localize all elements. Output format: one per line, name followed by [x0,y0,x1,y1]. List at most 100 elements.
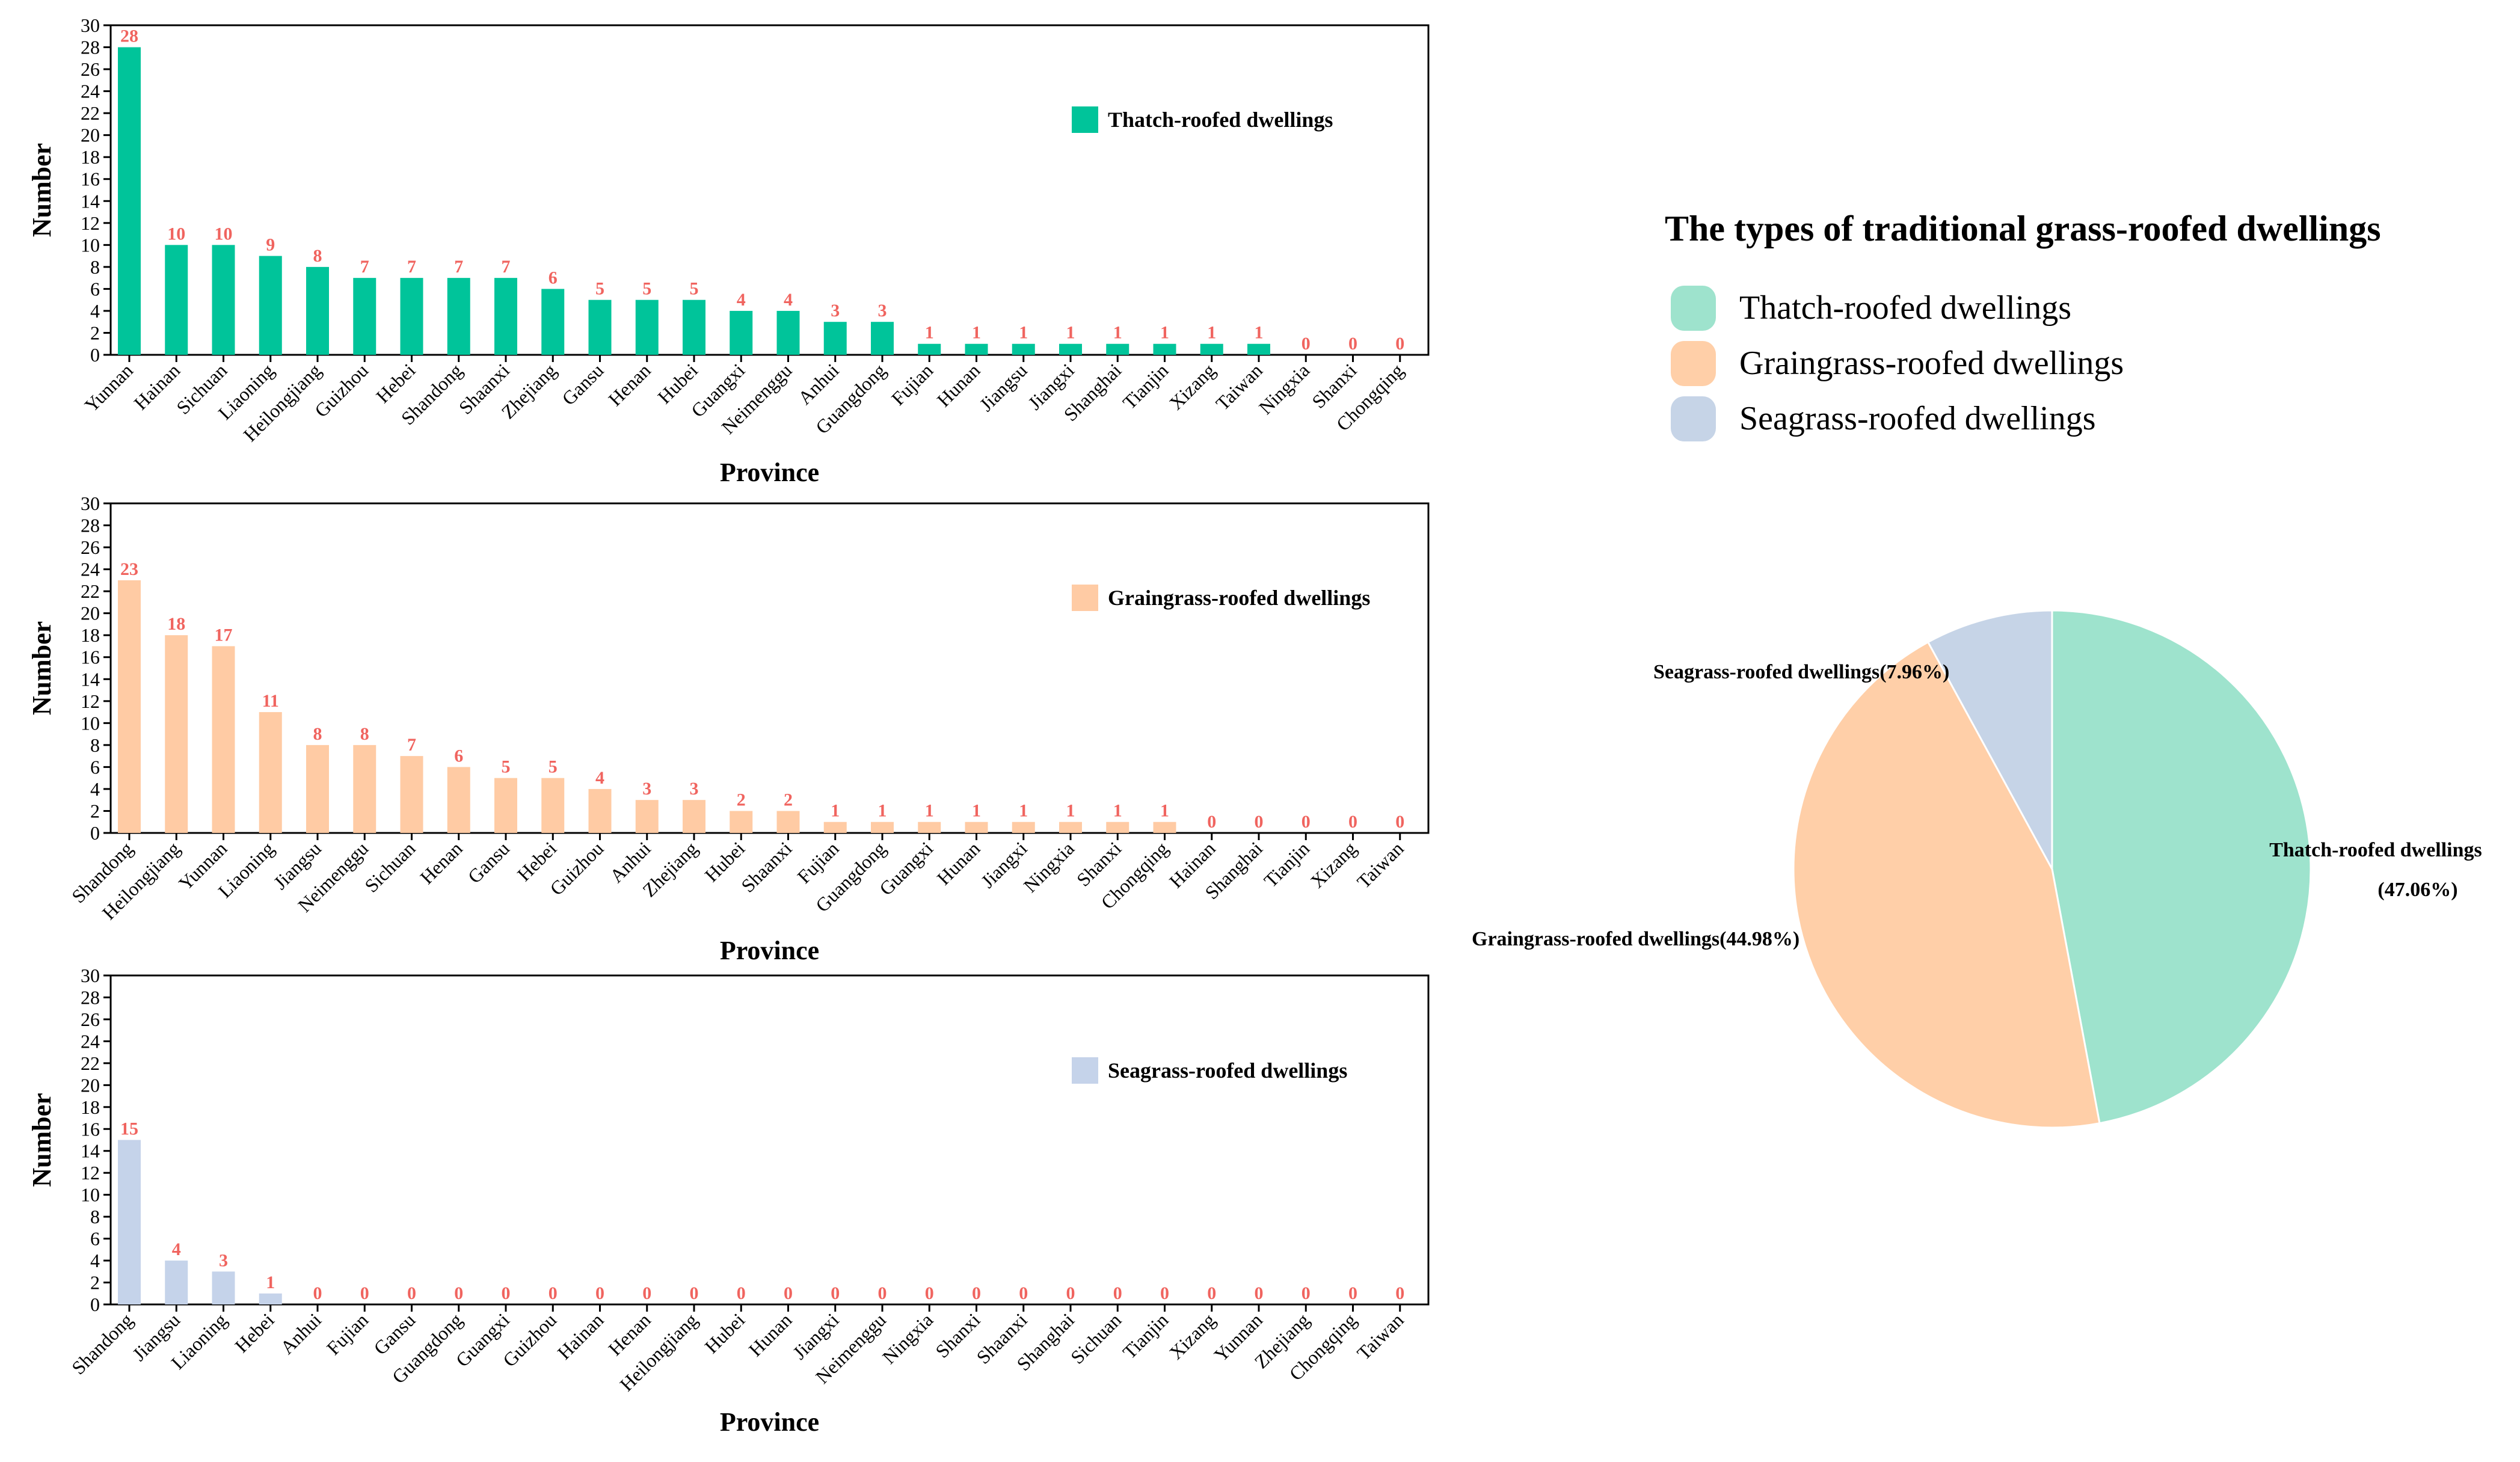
data-label: 1 [1019,323,1028,343]
data-label: 1 [1160,323,1169,343]
plot-frame [109,24,1430,356]
y-tick-label: 18 [81,146,100,168]
data-label: 0 [1348,812,1357,832]
data-label: 0 [1207,812,1216,832]
data-label: 1 [1207,323,1216,343]
x-tick-label: Tianjin [1118,1309,1172,1363]
data-label: 0 [784,1283,793,1303]
x-tick-label: Anhui [276,1309,325,1358]
bar [165,635,188,833]
bar [494,278,517,355]
bar-chart-thatch: 024681012141618202224262830NumberProvinc… [27,14,1430,487]
pie-slice-label: Seagrass-roofed dwellings(7.96%) [1653,661,1949,683]
data-label: 7 [502,257,511,277]
data-label: 0 [1348,334,1357,354]
x-tick-label: Hunan [933,359,985,411]
bar [918,822,941,833]
x-tick-label: Ningxia [1019,837,1078,896]
x-tick-label: Yunnan [80,359,137,416]
data-label: 17 [215,625,233,645]
x-tick-label: Hubei [700,1309,749,1357]
data-label: 1 [925,323,934,343]
bar [118,580,141,833]
data-label: 0 [642,1283,651,1303]
data-label: 1 [266,1273,275,1292]
bar-chart-graingrass: 024681012141618202224262830NumberProvinc… [27,493,1430,965]
y-tick-label: 20 [81,1074,100,1096]
y-tick-label: 26 [81,58,100,80]
bar [965,822,988,833]
data-label: 3 [690,779,699,799]
data-label: 3 [831,301,840,321]
bar [683,800,705,833]
data-label: 15 [120,1119,138,1139]
x-axis-label: Province [720,1407,819,1437]
data-label: 1 [831,801,840,821]
pie-slice [1792,640,2101,1129]
bar [635,800,659,833]
data-label: 2 [784,790,793,809]
x-tick-label: Shandong [67,1309,137,1378]
data-label: 0 [1207,1283,1216,1303]
x-tick-label: Fujian [887,359,937,409]
bar [494,778,517,833]
bar [447,278,470,355]
y-tick-label: 18 [81,1096,100,1118]
y-axis-label: Number [27,143,57,237]
pie-legend-label: Graingrass-roofed dwellings [1739,345,2124,382]
x-tick-label: Tianjin [1118,359,1172,413]
bar [353,745,376,833]
bar [1106,343,1129,355]
x-tick-label: Gansu [558,359,607,409]
pie-legend-swatch [1671,286,1716,331]
bar [212,1271,235,1304]
data-label: 0 [1066,1283,1075,1303]
data-label: 4 [784,290,793,310]
data-label: 3 [219,1250,228,1270]
y-tick-label: 2 [90,800,100,822]
y-tick-label: 30 [81,14,100,36]
data-label: 0 [360,1283,369,1303]
data-label: 5 [502,757,511,777]
pie-chart-types: The types of traditional grass-roofed dw… [1472,209,2482,1129]
bar [871,322,894,355]
bar [212,245,235,355]
bar [918,343,941,355]
bar [1059,343,1082,355]
y-tick-label: 20 [81,124,100,146]
y-tick-label: 28 [81,37,100,58]
y-tick-label: 10 [81,234,100,256]
pie-legend-label: Thatch-roofed dwellings [1739,289,2071,327]
x-tick-label: Gansu [464,837,514,887]
data-label: 0 [1395,812,1404,832]
legend-label: Seagrass-roofed dwellings [1108,1058,1347,1083]
data-label: 1 [1113,801,1122,821]
x-tick-label: Henan [604,359,655,410]
x-tick-label: Jiangsu [975,359,1031,415]
bar [823,822,847,833]
bar [259,1293,282,1304]
pie-legend-label: Seagrass-roofed dwellings [1739,400,2096,437]
data-label: 1 [972,801,981,821]
plot-frame [109,974,1430,1306]
y-tick-label: 30 [81,965,100,986]
y-tick-label: 24 [81,559,100,580]
y-tick-label: 10 [81,1184,100,1206]
x-tick-label: Sichuan [360,837,419,896]
x-tick-label: Sichuan [1066,1309,1125,1368]
bar [635,299,659,355]
legend-swatch [1072,1057,1098,1084]
y-tick-label: 4 [90,300,100,322]
data-label: 8 [313,724,322,744]
y-tick-label: 22 [81,580,100,602]
pie-slice-label: Thatch-roofed dwellings [2269,839,2482,861]
y-tick-label: 12 [81,212,100,234]
data-label: 6 [549,268,558,287]
plot-frame [109,502,1430,834]
data-label: 7 [360,257,369,277]
bar [1153,822,1176,833]
bar [400,278,423,355]
pie-legend-swatch [1671,396,1716,441]
data-label: 11 [262,691,279,711]
data-label: 0 [595,1283,604,1303]
